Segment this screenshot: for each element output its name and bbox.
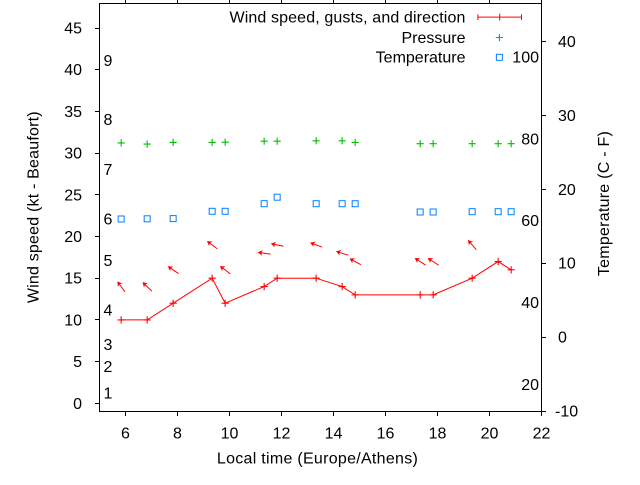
svg-text:22: 22 [533, 426, 551, 443]
svg-text:14: 14 [325, 426, 343, 443]
svg-text:20: 20 [521, 377, 539, 394]
svg-text:20: 20 [481, 426, 499, 443]
svg-text:20: 20 [558, 182, 576, 199]
svg-text:4: 4 [103, 303, 112, 320]
svg-text:100: 100 [512, 50, 539, 67]
svg-text:Pressure: Pressure [401, 30, 465, 47]
svg-text:0: 0 [73, 396, 82, 413]
svg-text:45: 45 [64, 21, 82, 38]
svg-text:Wind speed, gusts, and directi: Wind speed, gusts, and direction [230, 10, 466, 27]
svg-text:1: 1 [103, 386, 112, 403]
svg-text:60: 60 [521, 213, 539, 230]
svg-text:0: 0 [558, 330, 567, 347]
svg-text:9: 9 [103, 53, 112, 70]
svg-text:80: 80 [521, 131, 539, 148]
svg-text:6: 6 [121, 426, 130, 443]
svg-text:7: 7 [103, 162, 112, 179]
svg-text:20: 20 [64, 229, 82, 246]
svg-text:40: 40 [521, 295, 539, 312]
svg-text:Temperature (C - F): Temperature (C - F) [596, 131, 613, 276]
svg-text:12: 12 [273, 426, 291, 443]
svg-text:8: 8 [103, 112, 112, 129]
svg-text:10: 10 [558, 256, 576, 273]
svg-text:8: 8 [173, 426, 182, 443]
svg-text:Local time (Europe/Athens): Local time (Europe/Athens) [217, 450, 418, 467]
svg-text:30: 30 [558, 108, 576, 125]
svg-text:18: 18 [429, 426, 447, 443]
svg-text:6: 6 [103, 211, 112, 228]
svg-text:-10: -10 [555, 404, 578, 421]
svg-text:3: 3 [103, 337, 112, 354]
svg-text:15: 15 [64, 271, 82, 288]
svg-text:35: 35 [64, 104, 82, 121]
svg-text:10: 10 [64, 312, 82, 329]
svg-text:10: 10 [221, 426, 239, 443]
svg-text:40: 40 [558, 34, 576, 51]
svg-text:16: 16 [377, 426, 395, 443]
svg-text:Wind speed (kt - Beaufort): Wind speed (kt - Beaufort) [25, 111, 42, 303]
svg-text:5: 5 [103, 253, 112, 270]
svg-text:25: 25 [64, 187, 82, 204]
svg-text:40: 40 [64, 62, 82, 79]
svg-text:Temperature: Temperature [376, 50, 466, 67]
svg-text:2: 2 [103, 359, 112, 376]
svg-text:5: 5 [73, 354, 82, 371]
svg-text:30: 30 [64, 146, 82, 163]
